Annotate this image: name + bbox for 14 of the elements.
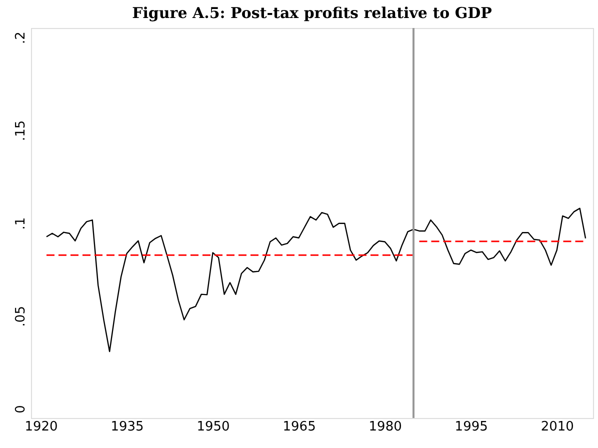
x-tick-label: 1935 xyxy=(110,420,144,434)
x-tick-label: 1920 xyxy=(24,420,58,434)
y-tick-label: .2 xyxy=(14,32,28,44)
y-tick-label: .15 xyxy=(14,120,28,141)
x-tick-label: 1995 xyxy=(454,420,488,434)
x-tick-label: 1980 xyxy=(368,420,402,434)
x-tick-label: 1950 xyxy=(196,420,230,434)
x-tick-label: 1965 xyxy=(282,420,316,434)
line-series xyxy=(46,208,586,352)
y-tick-label: .05 xyxy=(14,306,28,327)
y-tick-label: .1 xyxy=(14,217,28,230)
y-tick-label: 0 xyxy=(14,405,28,414)
chart-title: Figure A.5: Post-tax profits relative to GDP xyxy=(132,4,492,22)
x-tick-label: 2010 xyxy=(540,420,574,434)
